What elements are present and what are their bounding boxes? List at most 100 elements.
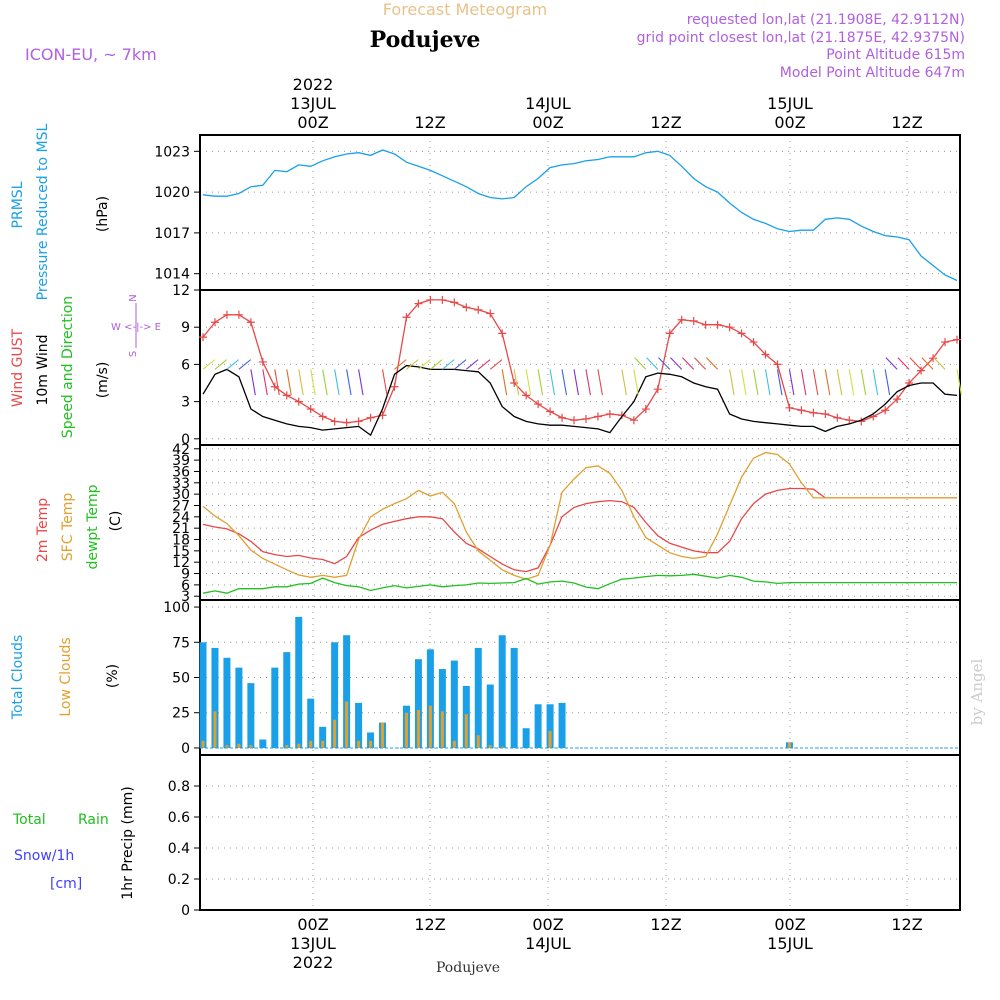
wind-arrow [561, 369, 568, 396]
low-cloud-bar [787, 742, 791, 748]
wind-arrow [621, 369, 627, 396]
low-cloud-bar [237, 743, 241, 748]
gust-marker [390, 382, 399, 391]
total-cloud-bar [235, 667, 243, 748]
low-cloud-bar [297, 743, 301, 748]
ytick-label: 0 [181, 903, 190, 919]
panels-group: 1014101710201023036912369121518212427303… [154, 134, 962, 919]
precip-cm-label: [cm] [50, 876, 82, 892]
gust-marker [689, 317, 698, 325]
low-cloud-bar [345, 701, 349, 748]
ytick-label: 24 [172, 510, 190, 526]
wind-arrow [848, 369, 855, 396]
total-cloud-bar [367, 732, 375, 748]
gust-marker [199, 333, 207, 342]
gust-marker [222, 310, 231, 319]
gust-marker [581, 414, 590, 423]
gust-marker [486, 309, 495, 318]
panel-frame [199, 289, 961, 446]
low-cloud-bar [333, 719, 337, 748]
wind-unit: (m/s) [95, 362, 111, 399]
low-cloud-bar [440, 711, 444, 748]
time-label: 00Z [774, 113, 805, 132]
ytick-label: 0.4 [168, 841, 190, 857]
wind-arrow [597, 369, 603, 396]
wind-arrow [238, 359, 252, 370]
gust-marker [534, 400, 543, 409]
ytick-label: 42 [172, 442, 190, 458]
wind-arrow [262, 369, 268, 396]
temp-line-sfc-temp [202, 451, 957, 580]
total-cloud-bar [510, 647, 518, 748]
wind-arrow [489, 359, 503, 370]
ytick-label: 6 [181, 357, 190, 373]
time-label: 2022 [293, 75, 334, 94]
total-cloud-bar [343, 635, 351, 748]
low-cloud-bar [357, 740, 361, 748]
gust-marker [294, 397, 303, 406]
gust-marker [845, 416, 854, 425]
wind-panel-labels: Wind GUST 10m Wind Speed and Direction (… [10, 294, 161, 438]
low-cloud-bar [404, 712, 408, 748]
gust-marker [653, 385, 662, 394]
wind-arrow [418, 359, 431, 370]
total-cloud-bar [486, 684, 494, 748]
low-cloud-bar [225, 745, 229, 748]
precip-rain-label: Rain [78, 812, 109, 828]
low-cloud-bar [500, 746, 504, 748]
low-cloud-bar [548, 731, 552, 748]
wind-arrow [537, 369, 544, 396]
wind-arrow [513, 369, 520, 396]
gust-marker [402, 313, 411, 322]
point-altitude: Point Altitude 615m [826, 47, 965, 63]
wind-arrow [729, 369, 735, 396]
wind-arrow [921, 357, 934, 370]
compass-north: N [128, 294, 139, 301]
time-label: 00Z [774, 915, 805, 934]
temp-dew-label: dewpt Temp [85, 484, 101, 569]
time-label: 14JUL [525, 934, 571, 953]
ytick-label: 25 [172, 706, 190, 722]
wind-arrow [705, 357, 719, 370]
wind-arrow [634, 357, 647, 370]
compass-south: S [128, 351, 139, 357]
low-cloud-bar [309, 740, 313, 748]
wind-arrow [525, 369, 532, 396]
gust-marker [426, 295, 435, 304]
gust-marker [917, 366, 926, 375]
gust-marker [617, 411, 626, 420]
ytick-label: 36 [172, 464, 190, 480]
wind-gust-label: Wind GUST [10, 328, 26, 407]
gust-marker [833, 413, 842, 422]
chart-title: Forecast Meteogram [383, 0, 547, 19]
wind-arrow [633, 369, 639, 396]
total-cloud-bar [438, 669, 446, 748]
ytick-label: 15 [172, 544, 190, 560]
gust-marker [737, 329, 746, 338]
total-cloud-bar [522, 728, 530, 748]
requested-coords: requested lon,lat (21.1908E, 42.9112N) [687, 12, 965, 28]
total-cloud-bar [558, 702, 566, 748]
time-label: 00Z [297, 915, 328, 934]
total-cloud-bar [295, 616, 303, 748]
gust-marker [953, 335, 961, 344]
gust-marker [809, 408, 818, 417]
wind-arrow [406, 359, 419, 370]
footer-location: Podujeve [436, 960, 500, 976]
total-cloud-bar [199, 642, 207, 748]
total-cloud-bar [546, 704, 554, 748]
gust-marker [881, 406, 890, 415]
wind-arrow [381, 369, 388, 396]
time-label: 15JUL [767, 94, 813, 113]
wind-arrow [298, 369, 304, 396]
time-label: 12Z [891, 113, 922, 132]
gust-marker [570, 416, 579, 425]
pressure-unit: (hPa) [95, 196, 111, 232]
gust-marker [210, 318, 219, 327]
total-cloud-bar [247, 683, 255, 748]
total-cloud-bar [534, 704, 542, 748]
gust-marker [258, 357, 267, 366]
gust-marker [941, 338, 950, 347]
